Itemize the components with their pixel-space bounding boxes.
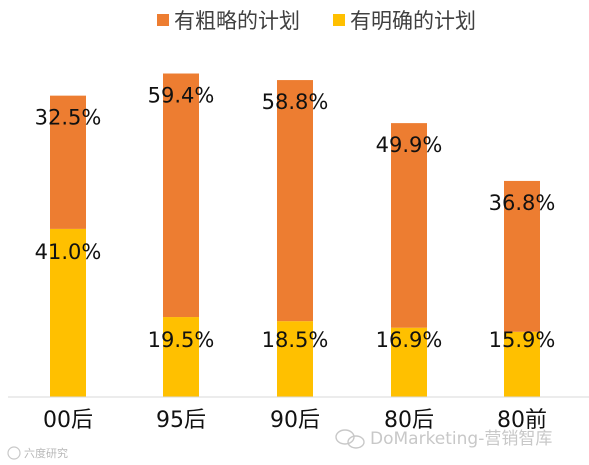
x-tick-3: 90后 <box>270 408 320 433</box>
label-clear-plan-5: 15.9% <box>489 328 556 352</box>
bar-rough-plan-5 <box>504 180 540 332</box>
legend-label-rough-plan: 有粗略的计划 <box>174 9 300 33</box>
x-tick-2: 95后 <box>156 408 206 433</box>
bar-rough-plan-3 <box>277 80 313 322</box>
watermark-left-logo-icon <box>7 446 21 460</box>
bar-clear-plan-1 <box>50 228 86 397</box>
legend-swatch-rough-plan <box>157 14 169 26</box>
watermark-right-text: DoMarketing-营销智库 <box>370 429 552 449</box>
legend: 有粗略的计划 有明确的计划 <box>157 9 476 33</box>
x-tick-1: 00后 <box>43 408 93 433</box>
bar-clear-plan-4 <box>391 327 427 397</box>
label-clear-plan-4: 16.9% <box>376 328 443 352</box>
legend-item-clear-plan: 有明确的计划 <box>333 9 476 33</box>
x-tick-4: 80后 <box>384 408 434 433</box>
x-tick-5: 80前 <box>497 408 547 433</box>
label-rough-plan-4: 49.9% <box>376 133 443 157</box>
legend-label-clear-plan: 有明确的计划 <box>350 9 476 33</box>
label-rough-plan-3: 58.8% <box>262 90 329 114</box>
label-rough-plan-2: 59.4% <box>148 84 215 108</box>
legend-item-rough-plan: 有粗略的计划 <box>157 9 300 33</box>
plot-area: 32.5% 41.0% 59.4% 19.5% 58.8% 18.5% 49.9% 16.9%… <box>35 73 556 397</box>
x-axis-ticks: 00后 95后 90后 80后 80前 <box>43 408 547 433</box>
bar-clear-plan-2 <box>163 317 199 397</box>
watermark-left-text: 六度研究 <box>24 446 68 460</box>
wechat-icon <box>335 429 365 449</box>
bar-rough-plan-4 <box>391 123 427 328</box>
bar-clear-plan-3 <box>277 321 313 397</box>
watermark-left: 六度研究 <box>7 446 68 460</box>
bar-rough-plan-2 <box>163 73 199 318</box>
legend-swatch-clear-plan <box>333 14 345 26</box>
label-clear-plan-3: 18.5% <box>262 328 329 352</box>
label-clear-plan-2: 19.5% <box>148 328 215 352</box>
label-rough-plan-5: 36.8% <box>489 191 556 215</box>
label-clear-plan-1: 41.0% <box>35 240 102 264</box>
bar-clear-plan-5 <box>504 331 540 397</box>
label-rough-plan-1: 32.5% <box>35 106 102 130</box>
bar-rough-plan-1 <box>50 95 86 229</box>
watermark-right: DoMarketing-营销智库 <box>335 429 552 449</box>
